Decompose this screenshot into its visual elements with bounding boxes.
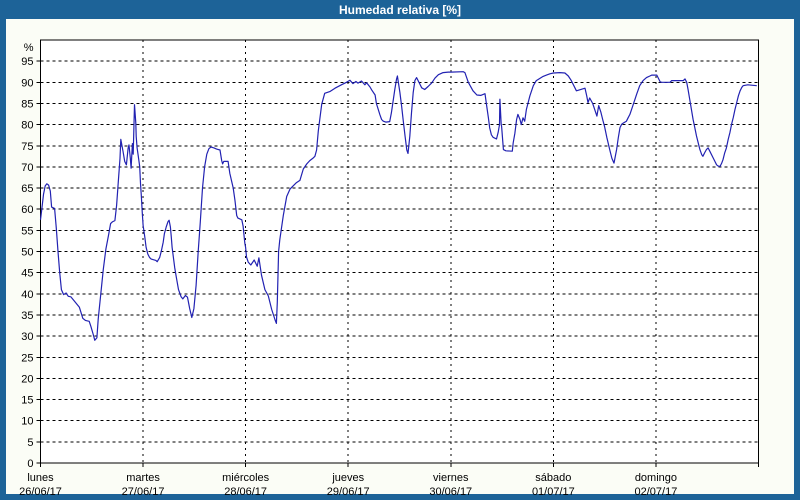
y-tick-label: 25 [21, 352, 33, 364]
y-tick-label: 35 [21, 310, 33, 322]
window-title: Humedad relativa [%] [338, 2, 462, 17]
y-tick-label: 85 [21, 98, 33, 110]
x-date-label: 02/07/17 [635, 486, 678, 498]
x-day-label: martes [126, 472, 160, 484]
x-date-label: 28/06/17 [224, 486, 267, 498]
y-tick-label: 10 [21, 416, 33, 428]
y-tick-label: 5 [27, 437, 33, 449]
x-day-label: domingo [635, 472, 677, 484]
y-tick-label: 20 [21, 373, 33, 385]
humidity-line [39, 71, 757, 341]
y-tick-label: 50 [21, 247, 33, 259]
y-tick-label: 15 [21, 395, 33, 407]
plot-border [39, 39, 760, 464]
y-tick-label: 55 [21, 225, 33, 237]
x-date-label: 29/06/17 [327, 486, 370, 498]
y-tick-label: 45 [21, 268, 33, 280]
y-tick-label: 60 [21, 204, 33, 216]
y-tick-label: 80 [21, 120, 33, 132]
x-date-label: 26/06/17 [19, 486, 62, 498]
y-tick-label: 95 [21, 56, 33, 68]
y-tick-label: 70 [21, 162, 33, 174]
y-tick-label: 0 [27, 458, 33, 470]
x-day-label: sábado [535, 472, 571, 484]
x-day-label: jueves [331, 472, 364, 484]
y-tick-label: 65 [21, 183, 33, 195]
x-date-label: 01/07/17 [532, 486, 575, 498]
x-date-label: 30/06/17 [429, 486, 472, 498]
plot-area [40, 40, 759, 463]
y-tick-label: 40 [21, 289, 33, 301]
y-tick-label: 90 [21, 77, 33, 89]
y-tick-label: 30 [21, 331, 33, 343]
y-tick-label: 75 [21, 141, 33, 153]
y-axis-unit-label: % [24, 42, 34, 54]
x-day-label: viernes [433, 472, 469, 484]
window-titlebar: Humedad relativa [%] [0, 0, 800, 19]
x-day-label: lunes [27, 472, 54, 484]
x-date-label: 27/06/17 [122, 486, 165, 498]
x-day-label: miércoles [222, 472, 270, 484]
